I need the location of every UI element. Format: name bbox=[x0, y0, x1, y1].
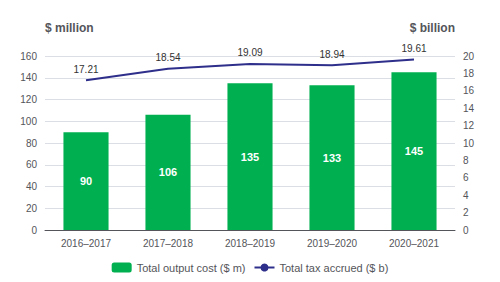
svg-text:10: 10 bbox=[463, 138, 475, 149]
svg-text:2018–2019: 2018–2019 bbox=[225, 238, 275, 249]
svg-text:0: 0 bbox=[31, 225, 37, 236]
svg-text:2: 2 bbox=[463, 207, 469, 218]
svg-text:18.94: 18.94 bbox=[319, 49, 344, 60]
svg-text:Total output cost ($ m): Total output cost ($ m) bbox=[137, 262, 246, 274]
svg-text:14: 14 bbox=[463, 103, 475, 114]
svg-text:140: 140 bbox=[20, 72, 37, 83]
svg-text:19.09: 19.09 bbox=[237, 47, 262, 58]
svg-text:8: 8 bbox=[463, 155, 469, 166]
svg-text:60: 60 bbox=[26, 159, 38, 170]
svg-text:$ billion: $ billion bbox=[410, 21, 455, 35]
svg-text:40: 40 bbox=[26, 181, 38, 192]
svg-text:80: 80 bbox=[26, 138, 38, 149]
svg-text:160: 160 bbox=[20, 51, 37, 62]
svg-text:133: 133 bbox=[323, 152, 341, 164]
svg-text:4: 4 bbox=[463, 190, 469, 201]
svg-text:90: 90 bbox=[80, 175, 92, 187]
svg-text:19.61: 19.61 bbox=[401, 43, 426, 54]
svg-text:106: 106 bbox=[159, 166, 177, 178]
svg-text:17.21: 17.21 bbox=[73, 64, 98, 75]
svg-text:$ million: $ million bbox=[45, 21, 94, 35]
svg-text:12: 12 bbox=[463, 120, 475, 131]
svg-text:0: 0 bbox=[463, 225, 469, 236]
svg-text:18: 18 bbox=[463, 68, 475, 79]
svg-text:2017–2018: 2017–2018 bbox=[143, 238, 193, 249]
svg-text:100: 100 bbox=[20, 116, 37, 127]
svg-text:120: 120 bbox=[20, 94, 37, 105]
svg-text:6: 6 bbox=[463, 172, 469, 183]
svg-text:18.54: 18.54 bbox=[155, 52, 180, 63]
svg-text:145: 145 bbox=[405, 145, 423, 157]
svg-text:20: 20 bbox=[463, 51, 475, 62]
svg-text:2020–2021: 2020–2021 bbox=[389, 238, 439, 249]
svg-text:2019–2020: 2019–2020 bbox=[307, 238, 357, 249]
svg-text:16: 16 bbox=[463, 85, 475, 96]
svg-text:2016–2017: 2016–2017 bbox=[61, 238, 111, 249]
svg-text:Total tax accrued ($ b): Total tax accrued ($ b) bbox=[279, 262, 388, 274]
svg-text:135: 135 bbox=[241, 151, 259, 163]
svg-text:20: 20 bbox=[26, 203, 38, 214]
